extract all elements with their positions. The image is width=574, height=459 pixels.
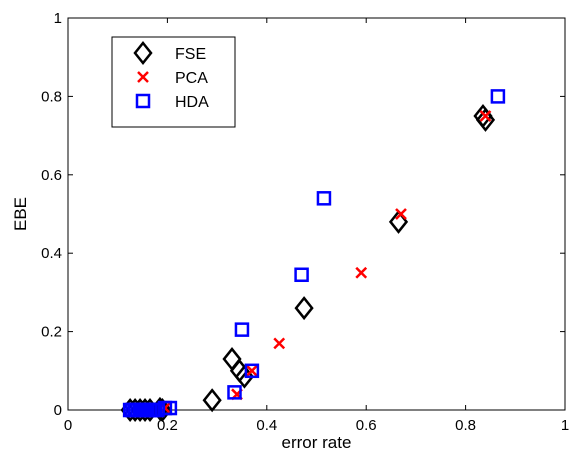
y-tick-label: 0.6 [41,167,62,184]
hda-point [162,400,178,416]
x-tick-label: 0.4 [256,417,277,434]
hda-point [244,363,260,379]
y-tick-label: 0 [54,402,62,419]
fse-point [294,296,314,321]
legend-label-pca: PCA [175,70,208,87]
legend: FSE PCA HDA [111,36,236,128]
x-stroke [137,71,149,83]
pca-point [395,208,407,220]
x-stroke [246,364,258,377]
x-tick-label: 1 [561,417,569,434]
y-tick-label: 0.2 [41,324,62,341]
legend-label-fse: FSE [175,46,206,63]
x-tick-label: 0.6 [356,417,377,434]
fse-point [202,388,222,413]
y-tick-label: 1 [54,10,62,27]
x-stroke [395,208,407,220]
x-stroke [273,337,286,350]
pca-point [273,337,286,350]
x-tick-label: 0.8 [455,417,476,434]
x-axis-label: error rate [282,433,352,452]
legend-marker-hda [135,93,151,109]
pca-point [479,110,492,122]
legend-marker-fse [133,40,153,66]
legend-box [111,36,236,128]
hda-point [316,191,332,206]
hda-point [227,385,242,400]
legend-marker-pca [137,71,149,83]
legend-label-hda: HDA [175,94,209,111]
y-tick-label: 0.4 [41,245,62,262]
pca-point [246,364,258,377]
fse-point [475,107,496,132]
x-tick-label: 0 [64,417,72,434]
axis-ticks: 0 0.2 0.4 0.6 0.8 100.20.40.60.81 [41,10,569,434]
series-hda [122,89,506,418]
hda-point [234,322,250,337]
x-stroke [479,110,492,122]
y-axis-label: EBE [11,197,30,231]
pca-point [355,266,368,279]
x-stroke [355,266,368,279]
data-points [120,89,506,423]
hda-point [490,89,506,104]
y-tick-label: 0.8 [41,88,62,105]
hda-point [294,267,309,283]
